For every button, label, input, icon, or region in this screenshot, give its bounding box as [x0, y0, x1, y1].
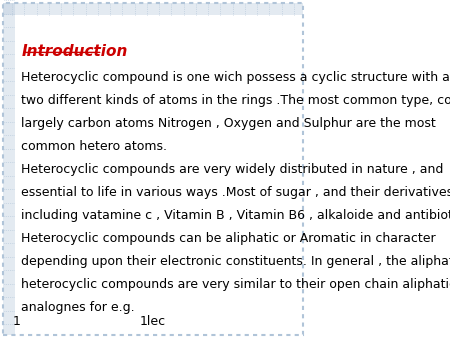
- Text: 1lec: 1lec: [140, 315, 166, 328]
- Text: largely carbon atoms Nitrogen , Oxygen and Sulphur are the most: largely carbon atoms Nitrogen , Oxygen a…: [22, 117, 436, 130]
- Text: heterocyclic compounds are very similar to their open chain aliphatic: heterocyclic compounds are very similar …: [22, 278, 450, 291]
- Text: Introduction: Introduction: [22, 44, 128, 59]
- Text: essential to life in various ways .Most of sugar , and their derivatives: essential to life in various ways .Most …: [22, 186, 450, 199]
- Text: Heterocyclic compound is one wich possess a cyclic structure with at least: Heterocyclic compound is one wich posses…: [22, 71, 450, 84]
- Text: two different kinds of atoms in the rings .The most common type, contain: two different kinds of atoms in the ring…: [22, 94, 450, 107]
- Text: Heterocyclic compounds can be aliphatic or Aromatic in character: Heterocyclic compounds can be aliphatic …: [22, 232, 436, 245]
- Text: Heterocyclic compounds are very widely distributed in nature , and: Heterocyclic compounds are very widely d…: [22, 163, 444, 176]
- Text: depending upon their electronic constituents. In general , the aliphatic: depending upon their electronic constitu…: [22, 255, 450, 268]
- Text: 1: 1: [12, 315, 20, 328]
- FancyBboxPatch shape: [3, 3, 15, 335]
- Text: including vatamine c , Vitamin B , Vitamin B6 , alkaloide and antibiotic: including vatamine c , Vitamin B , Vitam…: [22, 209, 450, 222]
- Text: analognes for e.g.: analognes for e.g.: [22, 301, 135, 314]
- FancyBboxPatch shape: [3, 3, 303, 15]
- Text: common hetero atoms.: common hetero atoms.: [22, 140, 167, 153]
